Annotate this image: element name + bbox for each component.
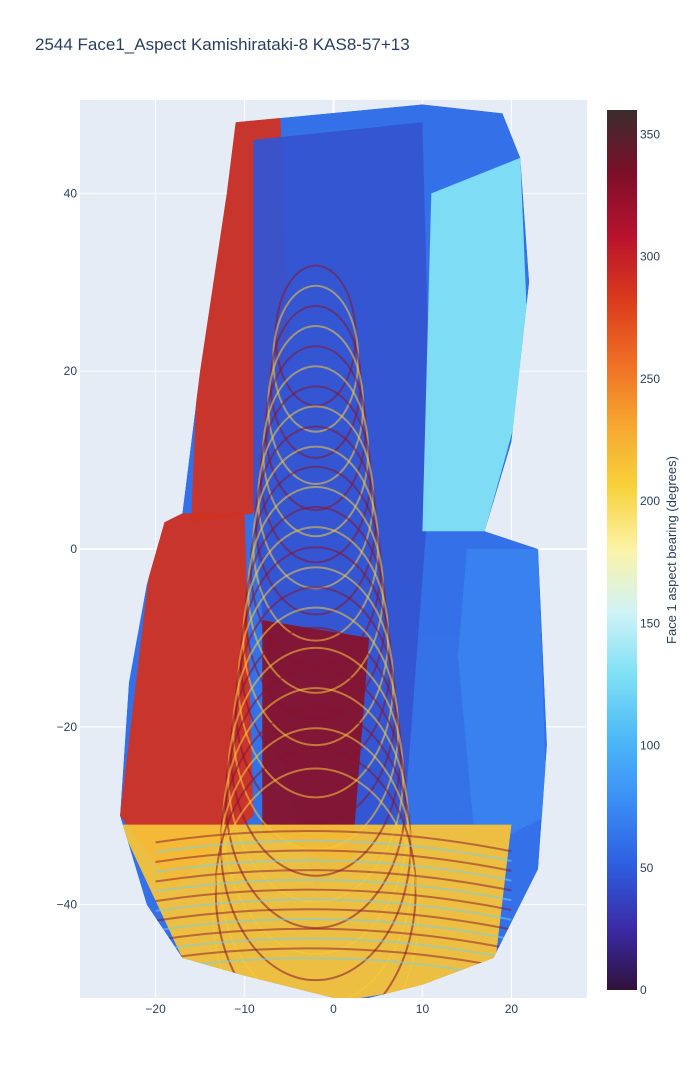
ridge-lower (155, 859, 512, 882)
x-axis-ticks: −20 −10 0 10 20 (145, 1002, 518, 1016)
ridge-lower (155, 849, 512, 872)
ridge-lower (155, 888, 512, 911)
x-tick-label: −20 (145, 1002, 166, 1016)
x-tick-label: 10 (416, 1002, 430, 1016)
ridge-lower (155, 908, 512, 931)
colorbar (607, 110, 637, 990)
y-axis-ticks: −40 −20 0 20 40 (57, 186, 78, 911)
ridge-lower (155, 869, 512, 892)
chart-title: 2544 Face1_Aspect Kamishirataki-8 KAS8-5… (35, 35, 410, 54)
ridge-lower (155, 839, 512, 863)
x-tick-label: −10 (234, 1002, 255, 1016)
ridge-lower (155, 927, 512, 951)
colorbar-tick-label: 100 (640, 739, 660, 753)
colorbar-tick-label: 350 (640, 127, 660, 141)
ridge-arc (214, 747, 417, 998)
ridge-lower (155, 829, 512, 853)
stone-aspect-map (120, 104, 547, 998)
y-tick-label: −40 (57, 898, 78, 912)
region-right-middle-blue (458, 549, 547, 852)
colorbar-tick-label: 250 (640, 372, 660, 386)
flake-ridges (155, 264, 512, 998)
colorbar-tick-label: 0 (640, 983, 647, 997)
x-tick-label: 20 (505, 1002, 519, 1016)
ridge-lower (155, 917, 512, 941)
y-tick-label: 0 (70, 542, 77, 556)
y-tick-label: 20 (64, 364, 78, 378)
colorbar-tick-label: 50 (640, 861, 654, 875)
colorbar-tick-label: 150 (640, 616, 660, 630)
ridge-lower (155, 878, 512, 902)
y-tick-label: −20 (57, 720, 78, 734)
ridge-lower (155, 898, 512, 921)
colorbar-title: Face 1 aspect bearing (degrees) (664, 456, 679, 644)
ridge-lower (155, 947, 512, 970)
colorbar-tick-label: 200 (640, 494, 660, 508)
region-right-upper-light-blue (422, 157, 530, 532)
region-left-orange (120, 513, 254, 887)
stone-clip-group (120, 104, 547, 998)
y-tick-label: 40 (64, 186, 78, 200)
colorbar-ticks: 0 50 100 150 200 250 300 350 (640, 127, 660, 997)
x-tick-label: 0 (330, 1002, 337, 1016)
ridge-lower (155, 937, 512, 960)
colorbar-tick-label: 300 (640, 250, 660, 264)
